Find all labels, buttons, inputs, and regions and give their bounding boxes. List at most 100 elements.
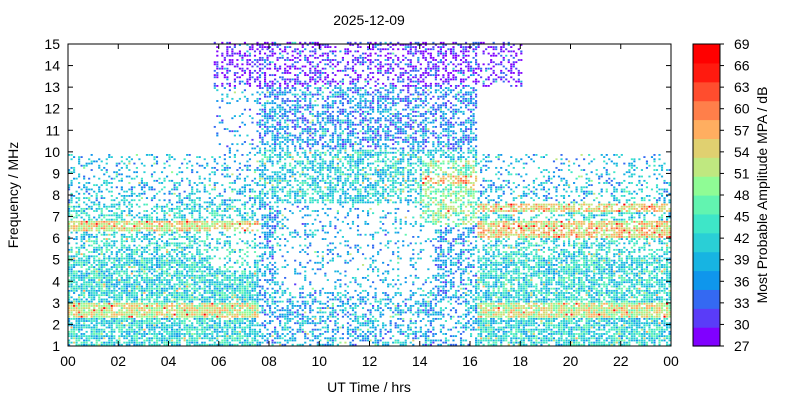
heatmap-cell xyxy=(238,322,241,325)
heatmap-cell xyxy=(110,296,113,299)
heatmap-cell xyxy=(75,289,78,292)
heatmap-cell xyxy=(143,257,146,260)
heatmap-cell xyxy=(95,328,98,331)
heatmap-cell xyxy=(103,216,106,219)
heatmap-cell xyxy=(70,289,73,292)
heatmap-cell xyxy=(145,225,149,228)
heatmap-cell xyxy=(168,274,171,277)
heatmap-cell xyxy=(246,285,249,288)
heatmap-cell xyxy=(246,61,249,64)
heatmap-cell xyxy=(171,307,174,309)
heatmap-cell xyxy=(75,201,78,204)
heatmap-cell xyxy=(191,292,194,294)
heatmap-cell xyxy=(113,199,116,202)
heatmap-cell xyxy=(183,281,186,284)
heatmap-cell xyxy=(228,175,231,178)
heatmap-cell xyxy=(120,246,123,249)
heatmap-cell xyxy=(125,257,128,260)
heatmap-cell xyxy=(90,264,93,266)
heatmap-cell xyxy=(103,302,106,305)
heatmap-cell xyxy=(133,313,136,316)
heatmap-cell xyxy=(98,296,101,299)
heatmap-cell xyxy=(256,145,259,148)
heatmap-cell xyxy=(148,320,151,322)
heatmap-cell xyxy=(120,238,123,240)
heatmap-cell xyxy=(168,261,171,264)
heatmap-cell xyxy=(279,67,282,70)
heatmap-cell xyxy=(95,274,98,277)
heatmap-cell xyxy=(253,266,257,269)
heatmap-cell xyxy=(93,330,96,333)
heatmap-cell xyxy=(216,279,219,281)
heatmap-cell xyxy=(138,315,141,318)
heatmap-cell xyxy=(263,121,267,124)
heatmap-cell xyxy=(241,307,244,309)
heatmap-cell xyxy=(238,199,241,202)
heatmap-cell xyxy=(150,238,154,240)
heatmap-cell xyxy=(120,257,123,260)
heatmap-cell xyxy=(181,328,184,331)
heatmap-cell xyxy=(176,330,179,333)
heatmap-cell xyxy=(274,52,277,55)
heatmap-cell xyxy=(228,89,231,92)
heatmap-cell xyxy=(145,317,149,320)
heatmap-cell xyxy=(176,279,179,281)
heatmap-cell xyxy=(80,300,83,303)
heatmap-cell xyxy=(183,207,186,210)
heatmap-cell xyxy=(181,220,184,223)
heatmap-cell xyxy=(155,240,159,243)
heatmap-cell xyxy=(163,285,166,288)
heatmap-cell xyxy=(279,212,282,215)
heatmap-cell xyxy=(206,244,209,247)
heatmap-cell xyxy=(284,166,287,169)
heatmap-cell xyxy=(145,210,149,212)
heatmap-cell xyxy=(128,248,131,251)
heatmap-cell xyxy=(103,320,106,322)
heatmap-cell xyxy=(70,333,73,335)
heatmap-cell xyxy=(228,257,231,260)
heatmap-cell xyxy=(168,238,171,240)
heatmap-cell xyxy=(103,220,106,223)
heatmap-cell xyxy=(216,214,219,217)
heatmap-cell xyxy=(168,229,171,232)
heatmap-cell xyxy=(145,326,149,329)
heatmap-cell xyxy=(176,287,179,290)
heatmap-cell xyxy=(208,257,211,260)
heatmap-cell xyxy=(150,223,154,225)
heatmap-cell xyxy=(68,298,71,301)
heatmap-cell xyxy=(261,311,264,314)
heatmap-cell xyxy=(171,339,174,342)
heatmap-cell xyxy=(201,220,204,223)
heatmap-cell xyxy=(150,322,154,325)
heatmap-cell xyxy=(263,311,267,314)
heatmap-cell xyxy=(284,186,287,189)
heatmap-cell xyxy=(186,259,189,262)
heatmap-cell xyxy=(281,78,284,81)
heatmap-cell xyxy=(138,182,141,184)
heatmap-cell xyxy=(263,125,267,128)
heatmap-cell xyxy=(120,328,123,331)
heatmap-cell xyxy=(198,248,201,251)
heatmap-cell xyxy=(108,242,111,245)
heatmap-cell xyxy=(261,287,264,290)
heatmap-cell xyxy=(100,259,103,262)
heatmap-cell xyxy=(73,313,76,316)
heatmap-cell xyxy=(238,173,241,176)
heatmap-cell xyxy=(266,223,269,225)
heatmap-cell xyxy=(95,160,98,163)
heatmap-cell xyxy=(188,335,191,338)
heatmap-cell xyxy=(158,285,161,288)
heatmap-cell xyxy=(246,220,249,223)
heatmap-cell xyxy=(138,244,141,247)
heatmap-cell xyxy=(231,61,234,64)
heatmap-cell xyxy=(196,210,199,212)
heatmap-cell xyxy=(150,313,154,316)
heatmap-cell xyxy=(266,177,269,180)
heatmap-cell xyxy=(80,305,83,307)
heatmap-cell xyxy=(78,311,81,314)
heatmap-cell xyxy=(198,302,201,305)
heatmap-cell xyxy=(178,343,181,346)
heatmap-cell xyxy=(226,255,229,258)
heatmap-cell xyxy=(246,54,249,57)
heatmap-cell xyxy=(226,296,229,299)
